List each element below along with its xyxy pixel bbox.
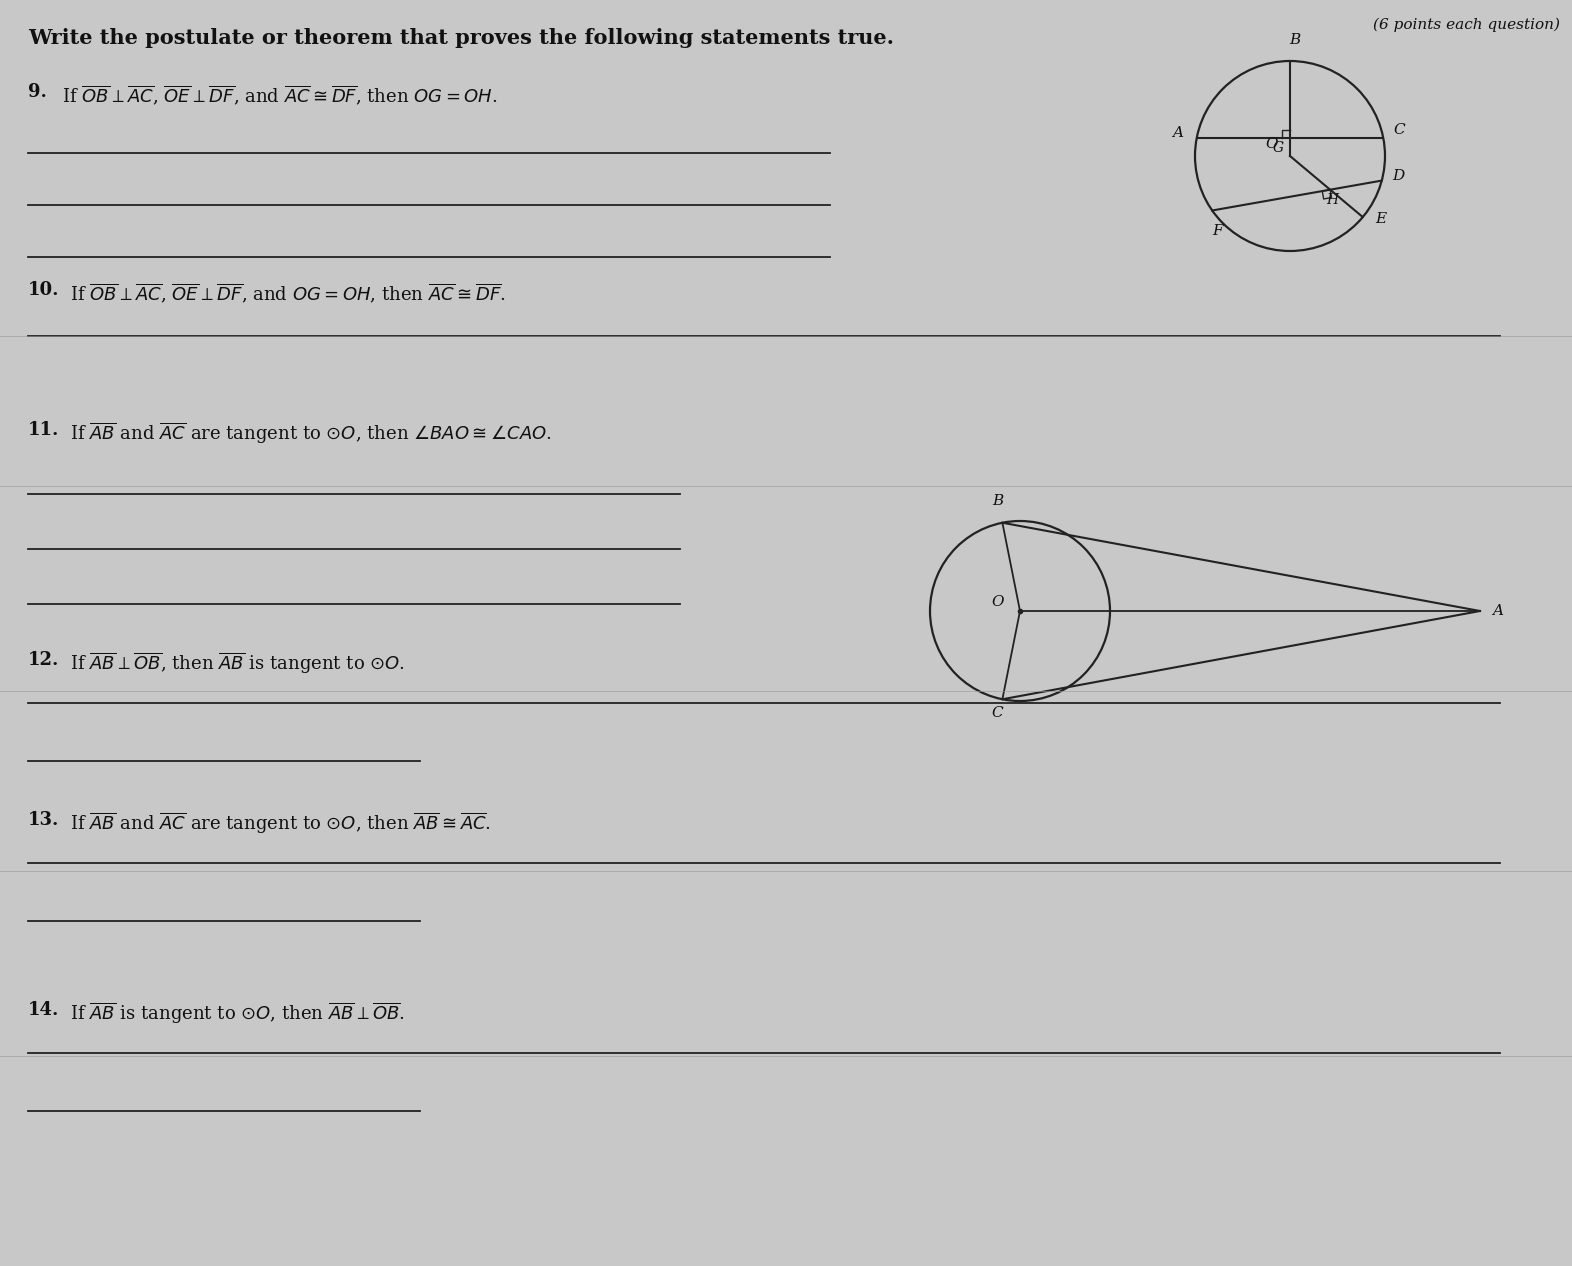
Text: C: C: [992, 706, 1003, 720]
Text: If $\overline{OB}\perp\overline{AC}$, $\overline{OE}\perp\overline{DF}$, and $\o: If $\overline{OB}\perp\overline{AC}$, $\…: [61, 84, 498, 106]
Text: B: B: [992, 494, 1003, 508]
Text: E: E: [1376, 213, 1387, 227]
Text: If $\overline{AB}\perp\overline{OB}$, then $\overline{AB}$ is tangent to $\odot : If $\overline{AB}\perp\overline{OB}$, th…: [71, 651, 406, 676]
Text: F: F: [1212, 224, 1223, 238]
Text: Write the postulate or theorem that proves the following statements true.: Write the postulate or theorem that prov…: [28, 28, 894, 48]
Text: If $\overline{AB}$ and $\overline{AC}$ are tangent to $\odot O$, then $\angle BA: If $\overline{AB}$ and $\overline{AC}$ a…: [71, 422, 552, 447]
Text: O: O: [992, 595, 1005, 609]
Text: G: G: [1272, 141, 1284, 154]
Text: 10.: 10.: [28, 281, 60, 299]
Text: 11.: 11.: [28, 422, 60, 439]
Text: C: C: [1393, 123, 1405, 137]
Text: B: B: [1289, 33, 1300, 47]
Text: 9.: 9.: [28, 84, 47, 101]
Text: If $\overline{OB}\perp\overline{AC}$, $\overline{OE}\perp\overline{DF}$, and $OG: If $\overline{OB}\perp\overline{AC}$, $\…: [71, 281, 506, 305]
Text: (6 points each question): (6 points each question): [1372, 18, 1559, 33]
Text: O: O: [1265, 137, 1278, 151]
Text: A: A: [1492, 604, 1503, 618]
Text: 14.: 14.: [28, 1001, 60, 1019]
Text: D: D: [1391, 168, 1404, 182]
Text: H: H: [1327, 192, 1338, 206]
Text: If $\overline{AB}$ is tangent to $\odot O$, then $\overline{AB}\perp\overline{OB: If $\overline{AB}$ is tangent to $\odot …: [71, 1001, 406, 1027]
Text: 13.: 13.: [28, 812, 60, 829]
Text: A: A: [1171, 127, 1182, 141]
Text: If $\overline{AB}$ and $\overline{AC}$ are tangent to $\odot O$, then $\overline: If $\overline{AB}$ and $\overline{AC}$ a…: [71, 812, 490, 837]
Text: 12.: 12.: [28, 651, 60, 668]
